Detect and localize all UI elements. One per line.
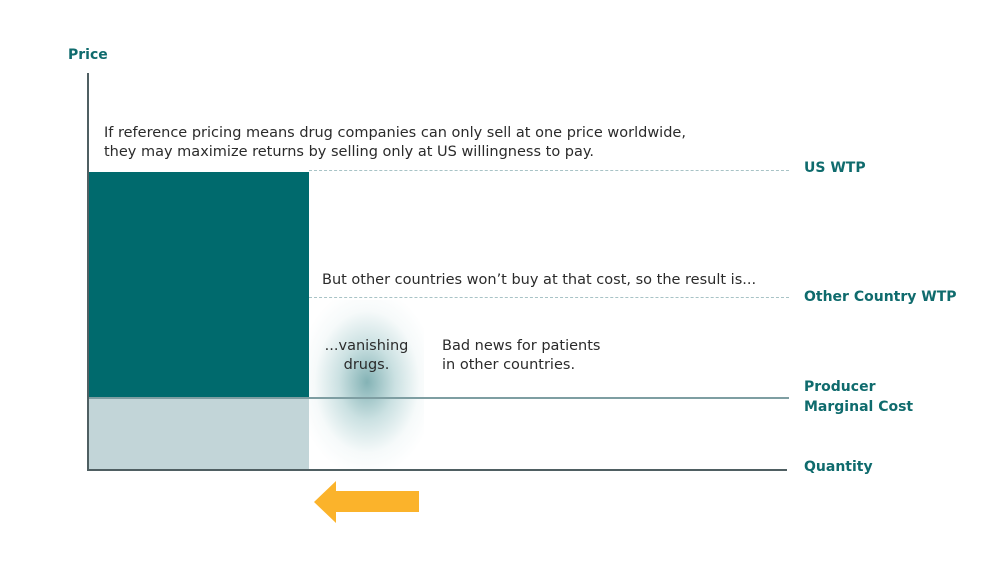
top-annotation-line2: they may maximize returns by selling onl… (104, 144, 595, 160)
y-axis-label: Price (68, 47, 108, 63)
producer-marginal-cost-label-line1: Producer (804, 379, 876, 395)
marginal-cost-area (89, 398, 309, 469)
producer-marginal-cost-label: Producer Marginal Cost (804, 377, 913, 417)
bad-news-line2: in other countries. (442, 357, 576, 373)
top-annotation: If reference pricing means drug companie… (104, 124, 686, 162)
bad-news-line1: Bad news for patients (442, 338, 601, 354)
us-price-bar (89, 172, 309, 398)
producer-marginal-cost-label-line2: Marginal Cost (804, 399, 914, 415)
x-axis-label: Quantity (804, 459, 873, 475)
vanishing-line1: ...vanishing (324, 338, 409, 354)
x-axis (87, 469, 787, 471)
vanishing-line2: drugs. (343, 357, 390, 373)
top-annotation-line1: If reference pricing means drug companie… (104, 125, 686, 141)
bad-news-annotation: Bad news for patients in other countries… (442, 337, 600, 375)
producer-marginal-cost-line (89, 397, 789, 399)
us-wtp-label: US WTP (804, 160, 866, 176)
middle-annotation: But other countries won’t buy at that co… (322, 272, 757, 288)
vanishing-drugs-annotation: ...vanishing drugs. (309, 337, 424, 375)
arrow-left-icon (314, 481, 419, 523)
us-wtp-line (309, 170, 789, 171)
vanishing-drugs-area (309, 300, 424, 469)
y-axis (87, 73, 89, 471)
other-country-wtp-line (309, 297, 789, 298)
other-country-wtp-label: Other Country WTP (804, 289, 957, 305)
